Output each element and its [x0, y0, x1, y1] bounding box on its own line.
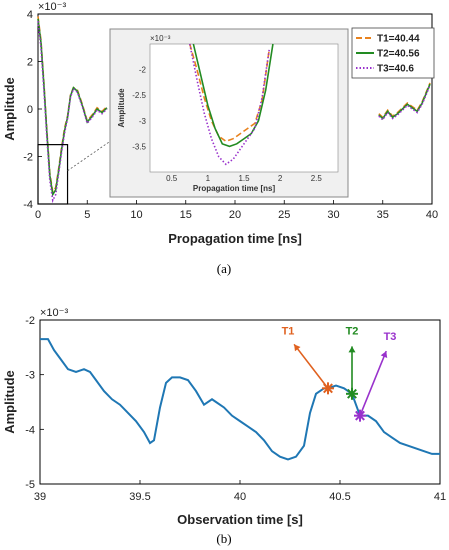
panel-b-exponent-label: ×10⁻³ [40, 307, 68, 319]
x-tick-label: 5 [84, 209, 90, 221]
inset-y-tick-label: -3 [139, 117, 147, 126]
marker-label-t2: T2 [346, 325, 359, 337]
panel-a-zoom-box [37, 144, 69, 205]
legend-entry: T1=40.44 [377, 34, 420, 45]
panel-b-series [40, 338, 440, 461]
panel-a-x-axis-label: Propagation time [ns] [168, 231, 302, 246]
panel-a-caption: (a) [217, 261, 231, 276]
panel-a-inset: ×10⁻³ 0.5 1 1.5 2 2.5 -2 -2.5 -3 -3.5 Propagati… [109, 28, 349, 198]
marker-arrowhead-t3 [380, 351, 388, 359]
y-tick-label: -4 [23, 199, 33, 211]
panel-b-x-ticks: 39 39.5 40 40.5 41 [34, 480, 446, 503]
marker-star-t1 [322, 382, 334, 395]
marker-label-t3: T3 [384, 331, 397, 343]
panel-a: ×10⁻³ 0 5 10 15 20 25 30 35 40 -4 -2 0 2 4 ×10⁻³ 0.5… [2, 1, 438, 276]
inset-exponent-label: ×10⁻³ [150, 34, 171, 43]
x-tick-label: 30 [327, 209, 339, 221]
inset-series-line-t3 [188, 43, 271, 166]
inset-x-tick-label: 2.5 [311, 174, 323, 183]
x-tick-label: 0 [35, 209, 41, 221]
y-tick-label: -4 [25, 424, 35, 436]
y-tick-label: -2 [23, 152, 33, 164]
marker-star-t3 [354, 409, 366, 422]
inset-x-tick-label: 1.5 [238, 174, 250, 183]
legend-entry: T2=40.56 [377, 49, 420, 60]
inset-x-tick-label: 0.5 [166, 174, 178, 183]
inset-series [188, 43, 274, 166]
panel-a-y-axis-label: Amplitude [2, 77, 17, 141]
x-tick-label: 40.5 [329, 491, 350, 503]
inset-x-tick-label: 1 [206, 174, 211, 183]
y-tick-label: 0 [27, 104, 33, 116]
inset-series-line-t1 [188, 43, 271, 143]
inset-y-tick-label: -2 [139, 66, 147, 75]
panel-b-axes-frame [39, 319, 441, 485]
x-tick-label: 25 [278, 209, 290, 221]
y-tick-label: 2 [27, 57, 33, 69]
panel-b-markers: T1 T2 T3 [282, 325, 397, 422]
panel-a-legend: T1=40.44 T2=40.56 T3=40.6 [351, 27, 435, 79]
x-tick-label: 39.5 [129, 491, 150, 503]
y-tick-label: -3 [25, 370, 35, 382]
x-tick-label: 15 [180, 209, 192, 221]
panel-b-caption: (b) [216, 531, 231, 546]
inset-axes-frame [149, 43, 339, 173]
marker-arrowhead-t1 [294, 344, 301, 352]
marker-label-t1: T1 [282, 325, 295, 337]
x-tick-label: 35 [377, 209, 389, 221]
x-tick-label: 40 [426, 209, 438, 221]
x-tick-label: 40 [234, 491, 246, 503]
y-tick-label: -2 [25, 315, 35, 327]
marker-arrowhead-t2 [348, 346, 356, 353]
inset-y-axis-label: Amplitude [117, 88, 126, 128]
x-tick-label: 41 [434, 491, 446, 503]
panel-b-x-axis-label: Observation time [s] [177, 512, 303, 527]
y-tick-label: 4 [27, 9, 33, 21]
inset-y-tick-label: -3.5 [132, 142, 146, 151]
inset-y-tick-label: -2.5 [132, 91, 146, 100]
panel-a-exponent-label: ×10⁻³ [38, 1, 66, 13]
x-tick-label: 20 [229, 209, 241, 221]
marker-arrow-t3 [359, 350, 387, 416]
panel-b: ×10⁻³ 39 39.5 40 40.5 41 -2 -3 -4 -5 T1 T2 T3 Obs… [2, 307, 446, 546]
observation-series-line [40, 338, 440, 461]
marker-star-t2 [346, 387, 358, 400]
inset-x-tick-label: 2 [278, 174, 283, 183]
inset-x-axis-label: Propagation time [ns] [193, 184, 276, 193]
series-line-t2 [378, 83, 431, 120]
panel-b-y-axis-label: Amplitude [2, 370, 17, 434]
panel-a-zoom-arrow [67, 139, 113, 172]
marker-arrow-t1 [293, 343, 329, 389]
panel-b-y-ticks: -2 -3 -4 -5 [25, 315, 44, 491]
inset-series-line-t2 [192, 43, 274, 148]
legend-entry: T3=40.6 [377, 64, 414, 75]
inset-y-ticks: -2 -2.5 -3 -3.5 [132, 66, 146, 152]
x-tick-label: 39 [34, 491, 46, 503]
panel-a-x-ticks: 0 5 10 15 20 25 30 35 40 [35, 200, 438, 221]
y-tick-label: -5 [25, 479, 35, 491]
inset-x-ticks: 0.5 1 1.5 2 2.5 [166, 174, 322, 183]
x-tick-label: 10 [130, 209, 142, 221]
